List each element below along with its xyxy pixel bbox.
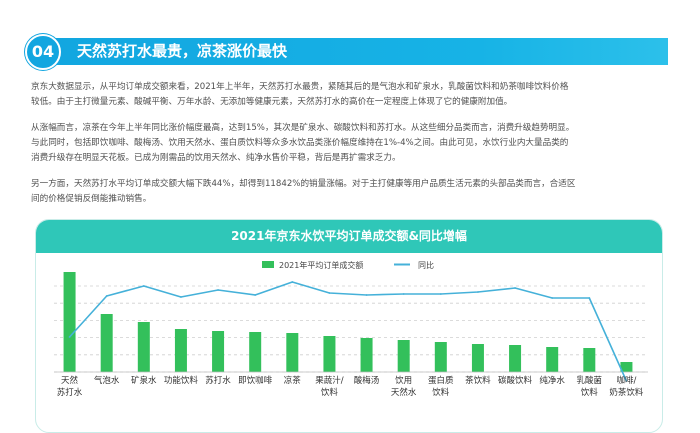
paragraph-2-line-3: 消费升级存在明显天花板。已成为刚需品的饮用天然水、纯净水售价平稳，背后是再扩需求…: [31, 153, 401, 163]
x-tick-label-line: 矿泉水: [131, 375, 157, 386]
x-tick-label-line: 天然: [61, 375, 79, 386]
line-point: [291, 281, 294, 283]
paragraph-2-line-1: 从涨幅而言，凉茶在今年上半年同比涨价幅度最高，达到15%，其次是矿泉水、碳酸饮料…: [31, 123, 575, 133]
bar: [620, 362, 633, 372]
x-tick-label: 碳酸饮料: [498, 375, 533, 386]
chart-title: 2021年京东水饮平均订单成交额&同比增幅: [231, 229, 467, 243]
x-tick-label-line: 咖啡/: [617, 375, 637, 386]
x-tick-label-line: 饮料: [581, 387, 599, 398]
x-tick-label-line: 酸梅汤: [354, 375, 380, 386]
x-tick-label-line: 气泡水: [94, 375, 120, 386]
bar: [471, 344, 484, 372]
chart-card: 2021年京东水饮平均订单成交额&同比增幅 2021年平均订单成交额 同比 天然苏打…: [35, 219, 663, 433]
line-point: [254, 294, 257, 296]
x-tick-label: 纯净水: [539, 375, 565, 386]
section-header: 04 天然苏打水最贵，凉茶涨价最快: [25, 34, 668, 70]
line-point: [328, 292, 331, 294]
bar: [509, 345, 522, 372]
header-bar: [43, 38, 668, 65]
x-tick-label: 咖啡/奶茶饮料: [609, 375, 644, 398]
bar: [434, 342, 447, 372]
x-tick-label-line: 饮用: [395, 375, 412, 386]
x-tick-label: 矿泉水: [131, 375, 157, 386]
section-number-badge: 04: [25, 34, 61, 70]
bar: [100, 314, 113, 372]
x-tick-label-line: 苏打水: [205, 375, 231, 386]
bar: [286, 333, 299, 372]
x-tick-label-line: 茶饮料: [465, 375, 491, 386]
bar: [397, 340, 410, 372]
bar: [249, 332, 262, 372]
line-point: [477, 291, 479, 293]
paragraph-1-line-1: 京东大数据显示，从平均订单成交额来看，2021年上半年，天然苏打水最贵，紧随其后…: [31, 82, 569, 92]
x-tick-label: 即饮咖啡: [238, 375, 273, 386]
line-point: [105, 295, 108, 297]
x-tick-label: 苏打水: [205, 375, 231, 386]
bar: [137, 322, 150, 372]
x-tick-label-line: 苏打水: [57, 387, 83, 398]
x-tick-label: 蛋白质饮料: [428, 375, 454, 398]
x-tick-label: 饮用天然水: [391, 375, 417, 398]
x-tick-label: 果蔬汁/饮料: [315, 375, 344, 398]
legend-line-label: 同比: [418, 260, 434, 270]
line-point: [588, 297, 591, 299]
x-tick-label: 酸梅汤: [354, 375, 380, 386]
legend-bar-label: 2021年平均订单成交额: [279, 260, 363, 270]
line-point: [68, 336, 71, 338]
x-tick-label-line: 纯净水: [539, 375, 565, 386]
line-series: [68, 281, 628, 382]
x-tick-label-line: 乳酸菌: [577, 375, 603, 386]
x-tick-label-line: 饮料: [321, 387, 339, 398]
paragraph-3-line-2: 间的价格促销反倒能推动销售。: [31, 194, 152, 204]
line-point: [217, 289, 219, 291]
x-tick-label-line: 蛋白质: [428, 375, 454, 386]
x-tick-label: 乳酸菌饮料: [577, 375, 603, 398]
line-point: [439, 293, 442, 295]
x-tick-label-line: 果蔬汁/: [315, 375, 344, 386]
x-tick-label-line: 即饮咖啡: [238, 375, 273, 386]
x-tick-label-line: 功能饮料: [164, 375, 199, 386]
bar: [63, 272, 76, 372]
paragraph-2-line-2: 与此同时，包括即饮咖啡、酸梅汤、饮用天然水、蛋白质饮料等众多水饮品类涨价幅度维持…: [31, 138, 569, 148]
chart-header: 2021年京东水饮平均订单成交额&同比增幅: [36, 220, 662, 253]
bar: [212, 331, 225, 372]
line-point: [625, 380, 628, 382]
bar: [360, 338, 373, 372]
line-point: [365, 294, 368, 296]
x-tick-label-line: 天然水: [391, 387, 417, 398]
x-tick-label: 茶饮料: [465, 375, 491, 386]
x-tick-label: 天然苏打水: [57, 375, 83, 398]
line-point: [180, 296, 182, 298]
bar: [174, 329, 187, 372]
x-tick-label: 功能饮料: [164, 375, 199, 386]
x-tick-label-line: 碳酸饮料: [498, 375, 533, 386]
bar: [546, 347, 559, 372]
line-point: [551, 297, 554, 299]
paragraph-3-line-1: 另一方面，天然苏打水平均订单成交额大幅下跌44%，却得到11842%的销量涨幅。…: [31, 179, 576, 189]
paragraph-1: 京东大数据显示，从平均订单成交额来看，2021年上半年，天然苏打水最贵，紧随其后…: [31, 80, 673, 110]
paragraph-3: 另一方面，天然苏打水平均订单成交额大幅下跌44%，却得到11842%的销量涨幅。…: [31, 177, 673, 207]
legend-bar-swatch: [262, 261, 274, 268]
section-title: 天然苏打水最贵，凉茶涨价最快: [77, 42, 288, 60]
x-tick-label-line: 奶茶饮料: [609, 387, 644, 398]
line-point: [514, 287, 516, 289]
line-point: [142, 285, 145, 287]
x-tick-label-line: 饮料: [432, 387, 450, 398]
x-tick-label: 凉茶: [284, 375, 302, 386]
bar: [323, 336, 336, 372]
line-point: [402, 293, 405, 295]
x-tick-label-line: 凉茶: [284, 375, 302, 386]
bar: [583, 348, 596, 372]
paragraph-2: 从涨幅而言，凉茶在今年上半年同比涨价幅度最高，达到15%，其次是矿泉水、碳酸饮料…: [31, 121, 673, 166]
paragraph-1-line-2: 较低。由于主打微量元素、酸碱平衡、万年水龄、无添加等健康元素，天然苏打水的高价在…: [31, 97, 513, 107]
x-tick-label: 气泡水: [94, 375, 120, 386]
